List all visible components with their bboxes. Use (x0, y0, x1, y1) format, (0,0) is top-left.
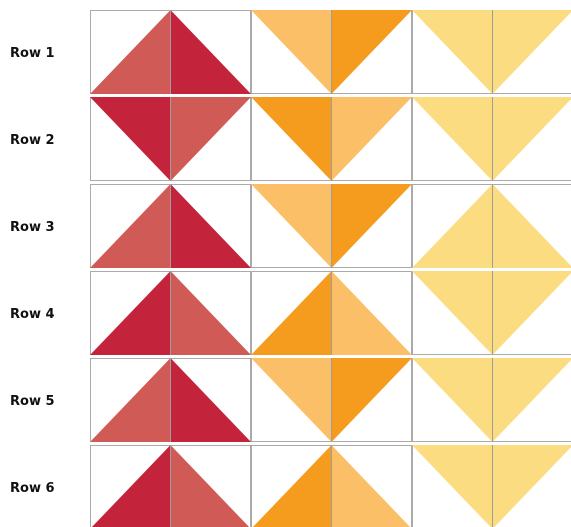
row-2-block-2 (251, 97, 412, 181)
row-label-5: Row 5 (10, 394, 55, 409)
triangle-right-half (170, 97, 251, 181)
triangle-right-half (170, 445, 250, 527)
triangle-left-half (251, 97, 332, 181)
row-4-block-1 (90, 271, 251, 355)
triangle-left-half (412, 184, 493, 268)
row-2-block-3 (412, 97, 571, 181)
triangle-left-half (251, 271, 332, 355)
row-5-block-2 (251, 358, 412, 442)
triangle-right-half (492, 271, 571, 355)
triangle-right-half (170, 10, 251, 94)
row-3-block-2 (251, 184, 412, 268)
row-5-block-1 (90, 358, 251, 442)
row-6-block-3 (412, 445, 571, 527)
row-4-block-2 (251, 271, 412, 355)
row-3-block-1 (90, 184, 251, 268)
triangle-right-half (331, 445, 411, 527)
row-6-block-1 (90, 445, 251, 527)
row-label-3: Row 3 (10, 220, 55, 235)
triangle-left-half (91, 445, 171, 527)
triangle-left-half (412, 271, 493, 355)
row-label-2: Row 2 (10, 133, 55, 148)
row-5-block-3 (412, 358, 571, 442)
triangle-right-half (331, 10, 412, 94)
triangle-right-half (170, 358, 251, 442)
triangle-left-half (251, 184, 332, 268)
row-4-block-3 (412, 271, 571, 355)
triangle-left-half (90, 97, 171, 181)
triangle-left-half (412, 97, 493, 181)
row-1-block-2 (251, 10, 412, 94)
row-label-1: Row 1 (10, 46, 55, 61)
triangle-right-half (492, 97, 571, 181)
row-2-block-1 (90, 97, 251, 181)
triangle-left-half (90, 358, 171, 442)
triangle-left-half (90, 10, 171, 94)
triangle-left-half (252, 445, 332, 527)
row-label-4: Row 4 (10, 307, 55, 322)
triangle-right-half (331, 358, 412, 442)
row-6-block-2 (251, 445, 412, 527)
triangle-right-half (492, 358, 571, 442)
triangle-right-half (170, 271, 251, 355)
triangle-left-half (251, 358, 332, 442)
triangle-right-half (331, 97, 412, 181)
triangle-right-half (492, 445, 571, 527)
triangle-left-half (251, 10, 332, 94)
triangle-left-half (412, 10, 493, 94)
triangle-left-half (412, 445, 493, 527)
row-label-6: Row 6 (10, 481, 55, 496)
triangle-right-half (331, 184, 412, 268)
row-3-block-3 (412, 184, 571, 268)
triangle-right-half (170, 184, 251, 268)
triangle-left-half (90, 271, 171, 355)
triangle-left-half (412, 358, 493, 442)
triangle-left-half (90, 184, 171, 268)
row-1-block-1 (90, 10, 251, 94)
triangle-right-half (331, 271, 412, 355)
row-1-block-3 (412, 10, 571, 94)
triangle-right-half (492, 10, 571, 94)
triangle-right-half (492, 184, 571, 268)
